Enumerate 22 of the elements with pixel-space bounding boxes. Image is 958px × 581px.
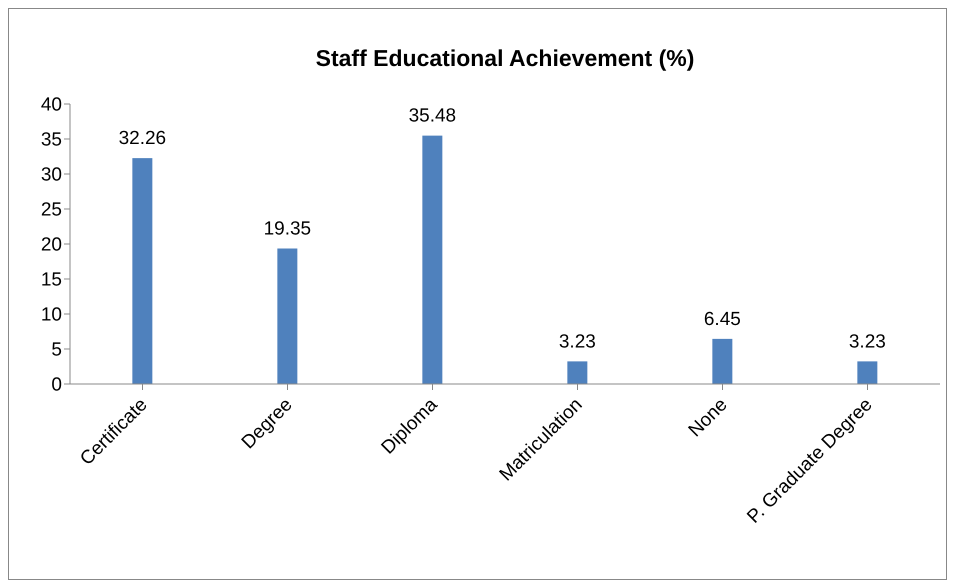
bar — [857, 361, 878, 384]
data-label: 19.35 — [264, 218, 312, 240]
y-tick-label: 40 — [40, 94, 62, 116]
y-tick-label: 0 — [51, 374, 62, 396]
data-label: 32.26 — [118, 128, 166, 150]
bar — [712, 338, 732, 384]
y-tick-label: 35 — [40, 130, 62, 151]
data-label: 35.48 — [408, 106, 456, 127]
y-tick-label: 20 — [40, 234, 62, 256]
y-tick-label: 30 — [40, 164, 62, 186]
data-label: 6.45 — [704, 308, 741, 330]
chart-title: Staff Educational Achievement (%) — [314, 45, 696, 72]
bar — [422, 136, 442, 384]
bar — [132, 158, 152, 384]
bar — [277, 248, 298, 384]
data-label: 3.23 — [558, 331, 596, 352]
y-tick-label: 5 — [51, 340, 62, 361]
y-tick-label: 10 — [40, 304, 62, 326]
y-tick-label: 15 — [40, 270, 62, 291]
y-tick-label: 25 — [40, 200, 62, 221]
data-label: 3.23 — [848, 331, 886, 352]
bar — [567, 361, 588, 384]
